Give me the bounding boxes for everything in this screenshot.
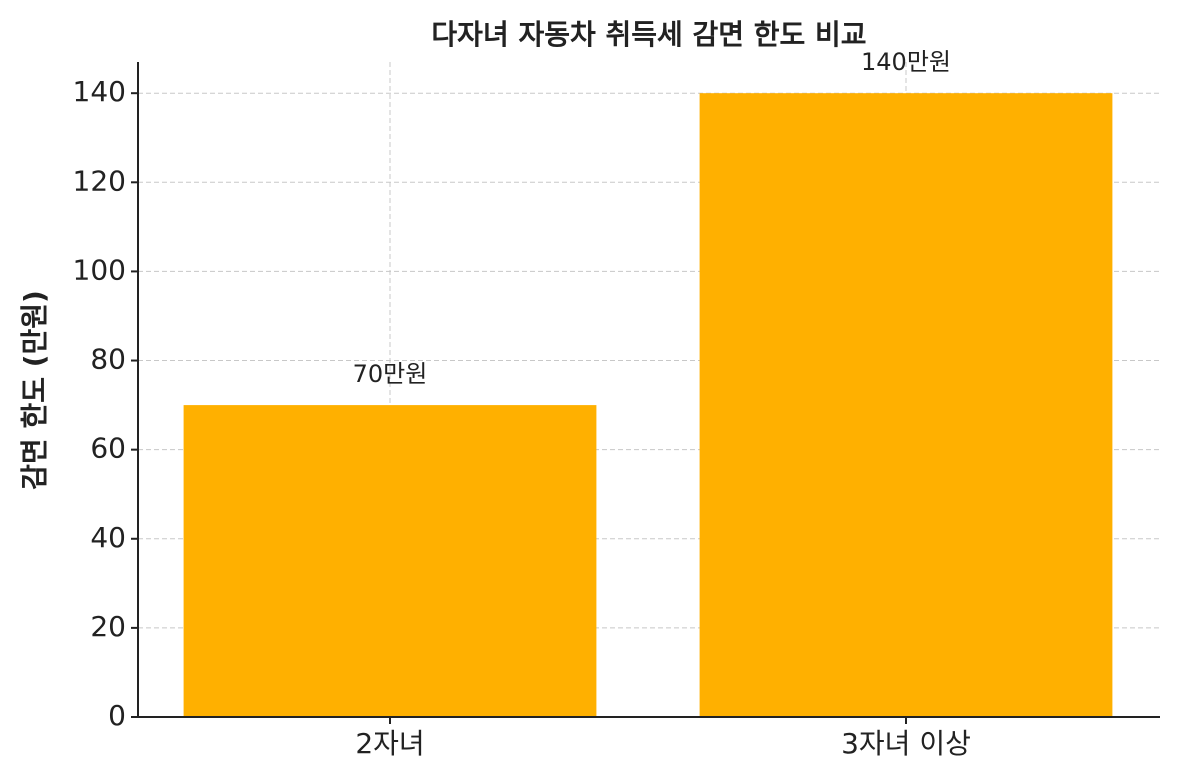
x-tick-label: 2자녀: [355, 727, 424, 760]
y-tick-label: 100: [73, 253, 126, 286]
value-label: 140만원: [861, 48, 951, 76]
value-label: 70만원: [353, 360, 428, 388]
y-tick-label: 120: [73, 164, 126, 197]
bar: [699, 93, 1113, 717]
y-tick-label: 40: [90, 521, 126, 554]
y-tick-label: 0: [108, 699, 126, 732]
y-tick-label: 80: [90, 343, 126, 376]
y-axis-label: 감면 한도 (만원): [18, 290, 51, 490]
chart-title: 다자녀 자동차 취득세 감면 한도 비교: [431, 18, 866, 51]
y-tick-label: 20: [90, 610, 126, 643]
y-tick-label: 140: [73, 75, 126, 108]
bar: [183, 405, 597, 717]
x-tick-label: 3자녀 이상: [841, 727, 971, 760]
y-tick-label: 60: [90, 432, 126, 465]
